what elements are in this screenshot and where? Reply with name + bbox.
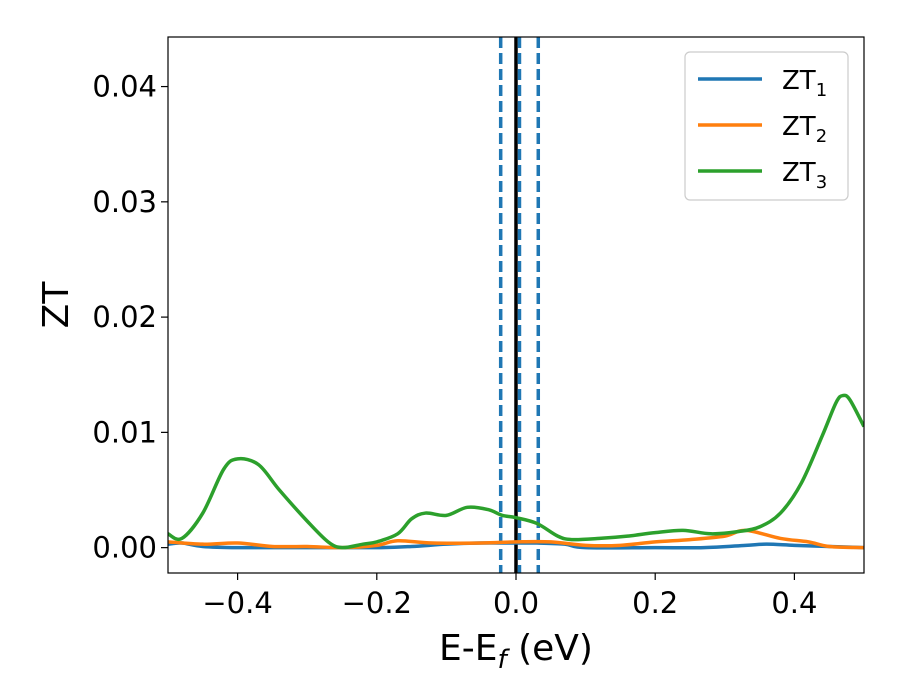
legend: ZT1 ZT2 ZT3 [684, 51, 849, 201]
legend-label-zt1: ZT1 [782, 66, 827, 101]
x-tick-label: 0.0 [493, 586, 539, 620]
legend-box [684, 51, 849, 201]
y-tick-label: 0.01 [92, 415, 157, 449]
y-tick-label: 0.02 [92, 300, 157, 334]
x-axis-title-suffix: (eV) [507, 628, 593, 669]
x-tick-label: 0.2 [632, 586, 678, 620]
x-axis: −0.4 −0.2 0.0 0.2 0.4 [202, 573, 817, 620]
reference-lines [498, 37, 541, 573]
series-line-zt3 [168, 393, 864, 550]
y-tick-label: 0.03 [92, 185, 157, 219]
legend-label-zt2: ZT2 [782, 112, 827, 147]
x-tick-label: −0.4 [202, 586, 272, 620]
series-lines [168, 393, 864, 550]
series-line-zt2 [168, 528, 864, 550]
y-axis-title: ZT [36, 281, 77, 329]
x-axis-title-main: E-E [439, 628, 497, 669]
x-axis-title: E-Ef (eV) [439, 628, 593, 675]
y-tick-label: 0.04 [92, 70, 157, 104]
x-tick-label: 0.4 [771, 586, 817, 620]
y-tick-label: 0.00 [92, 531, 157, 565]
x-tick-label: −0.2 [342, 586, 412, 620]
y-axis: 0.00 0.01 0.02 0.03 0.04 [92, 70, 168, 565]
legend-label-zt3: ZT3 [782, 158, 827, 193]
